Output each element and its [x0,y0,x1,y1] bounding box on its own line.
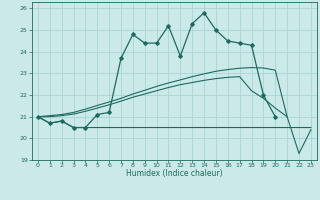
X-axis label: Humidex (Indice chaleur): Humidex (Indice chaleur) [126,169,223,178]
